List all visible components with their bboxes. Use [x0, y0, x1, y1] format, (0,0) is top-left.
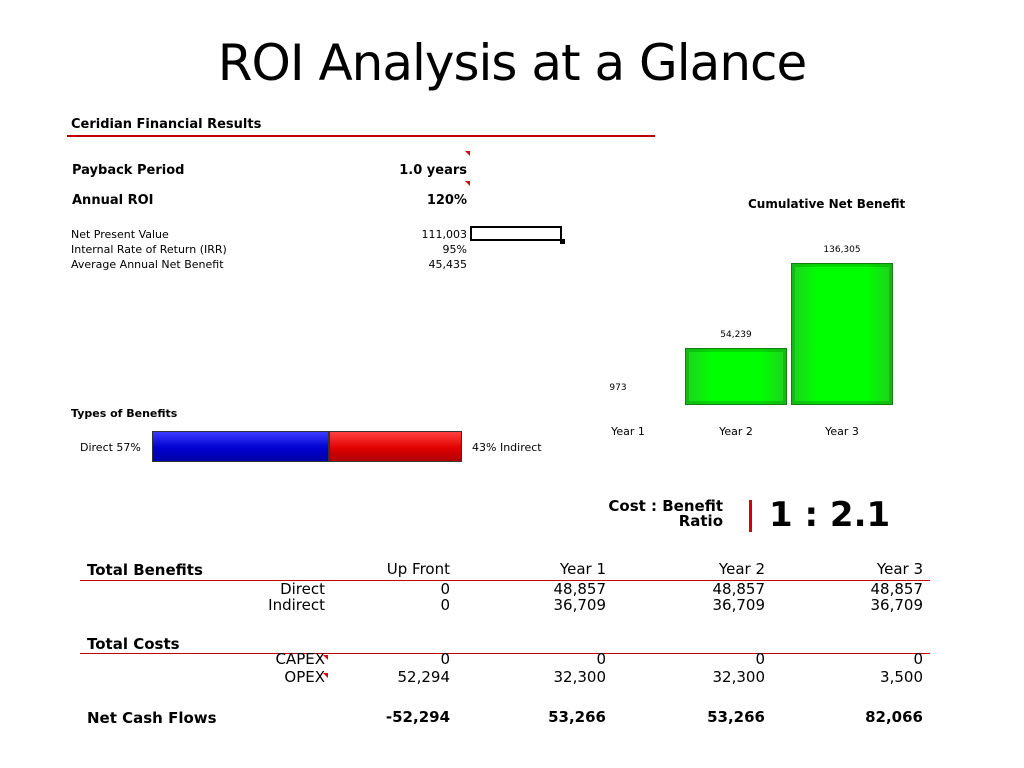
- chart-x-tick-label: Year 3: [825, 425, 859, 438]
- table-row-label-net-cash-flows: Net Cash Flows: [87, 709, 217, 727]
- metric-value-npv: 111,003: [421, 228, 468, 241]
- metric-value-avg-benefit: 45,435: [428, 258, 468, 271]
- comment-marker-icon[interactable]: [465, 181, 470, 186]
- payback-value: 1.0 years: [399, 163, 467, 178]
- table-header-year-2: Year 2: [718, 560, 765, 578]
- table-header-year-1: Year 1: [559, 560, 606, 578]
- metric-value-irr: 95%: [442, 243, 467, 256]
- comment-marker-icon[interactable]: [323, 673, 328, 678]
- chart-data-label: 136,305: [823, 245, 861, 255]
- chart-data-label: 973: [609, 383, 627, 393]
- cumulative-net-benefit-chart: 973 Year 1 54,239 Year 2 136,305 Year 3: [600, 240, 920, 438]
- table-cell: 36,709: [712, 596, 766, 614]
- table-row-label-direct: Direct: [280, 580, 325, 598]
- direct-share-segment: [152, 431, 329, 462]
- chart-title: Cumulative Net Benefit: [748, 197, 906, 211]
- table-rule-benefits: [80, 580, 930, 581]
- table-cell: 32,300: [553, 668, 607, 686]
- metric-label-avg-benefit: Average Annual Net Benefit: [71, 258, 224, 271]
- annual-roi-value: 120%: [426, 193, 467, 208]
- table-cell: -52,294: [385, 708, 450, 726]
- table-cell: 52,294: [397, 668, 451, 686]
- selected-cell[interactable]: [470, 226, 562, 241]
- indirect-share-segment: [329, 431, 462, 462]
- table-rule-costs: [80, 653, 930, 654]
- table-header-total-benefits: Total Benefits: [87, 561, 203, 579]
- benefit-types-heading: Types of Benefits: [71, 407, 178, 420]
- table-header-total-costs: Total Costs: [87, 635, 180, 653]
- table-cell: 48,857: [553, 580, 607, 598]
- chart-bar: [685, 348, 787, 405]
- ratio-label-line2: Ratio: [678, 512, 723, 530]
- table-cell: 82,066: [865, 708, 923, 726]
- results-divider: [67, 135, 655, 137]
- chart-x-tick-label: Year 1: [611, 425, 645, 438]
- table-cell: 36,709: [553, 596, 607, 614]
- table-cell: 32,300: [712, 668, 766, 686]
- table-cell: 48,857: [870, 580, 924, 598]
- metric-label-npv: Net Present Value: [71, 228, 169, 241]
- table-row-label-indirect: Indirect: [268, 596, 325, 614]
- table-cell: 0: [913, 650, 923, 668]
- table-cell: 53,266: [707, 708, 765, 726]
- table-cell: 0: [440, 650, 450, 668]
- table-cell: 36,709: [870, 596, 924, 614]
- chart-data-label: 54,239: [720, 330, 752, 340]
- payback-label: Payback Period: [72, 163, 185, 178]
- ratio-divider: [749, 500, 752, 532]
- direct-share-label: Direct 57%: [80, 441, 141, 454]
- comment-marker-icon[interactable]: [323, 655, 328, 660]
- benefit-types-bar: [152, 431, 462, 462]
- metric-label-irr: Internal Rate of Return (IRR): [71, 243, 227, 256]
- indirect-share-label: 43% Indirect: [472, 441, 542, 454]
- ratio-value: 1 : 2.1: [769, 495, 891, 535]
- table-header-up-front: Up Front: [386, 560, 450, 578]
- table-cell: 53,266: [548, 708, 606, 726]
- table-cell: 0: [596, 650, 606, 668]
- table-cell: 48,857: [712, 580, 766, 598]
- table-row-label-capex: CAPEX: [275, 650, 325, 668]
- chart-bar: [791, 263, 893, 405]
- table-cell: 0: [440, 596, 450, 614]
- slide-title: ROI Analysis at a Glance: [217, 34, 808, 92]
- results-heading: Ceridian Financial Results: [71, 117, 262, 132]
- table-row-label-opex: OPEX: [284, 668, 325, 686]
- table-header-year-3: Year 3: [876, 560, 923, 578]
- ratio-label: Cost : Benefit Ratio: [605, 499, 723, 529]
- table-cell: 3,500: [880, 668, 923, 686]
- table-cell: 0: [755, 650, 765, 668]
- chart-x-tick-label: Year 2: [719, 425, 753, 438]
- comment-marker-icon[interactable]: [465, 151, 470, 156]
- annual-roi-label: Annual ROI: [72, 193, 154, 208]
- ratio-label-line1: Cost : Benefit: [608, 497, 723, 515]
- fill-handle[interactable]: [560, 239, 565, 244]
- table-cell: 0: [440, 580, 450, 598]
